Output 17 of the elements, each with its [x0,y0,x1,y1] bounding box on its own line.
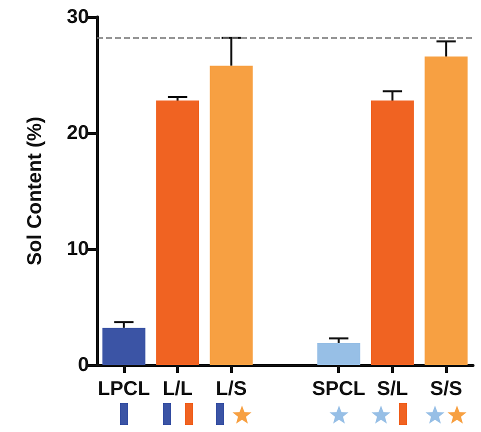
x-tick-label: SPCL [312,378,366,400]
y-axis-title: Sol Content (%) [24,116,46,266]
bar [210,66,253,365]
y-tick-label: 10 [66,238,89,260]
y-tick-label: 30 [66,6,89,28]
x-tick-label: L/S [216,378,247,400]
bar [156,100,200,365]
x-tick-label: S/S [430,378,462,400]
bar [102,328,146,365]
x-tick-label: LPCL [98,378,150,400]
y-tick-label: 0 [78,354,89,376]
y-tick-label: 20 [66,122,89,144]
x-tick-label: L/L [162,378,193,400]
bar [424,56,468,365]
x-tick-label: S/L [376,378,408,400]
bar [317,342,360,365]
bar [370,100,414,365]
